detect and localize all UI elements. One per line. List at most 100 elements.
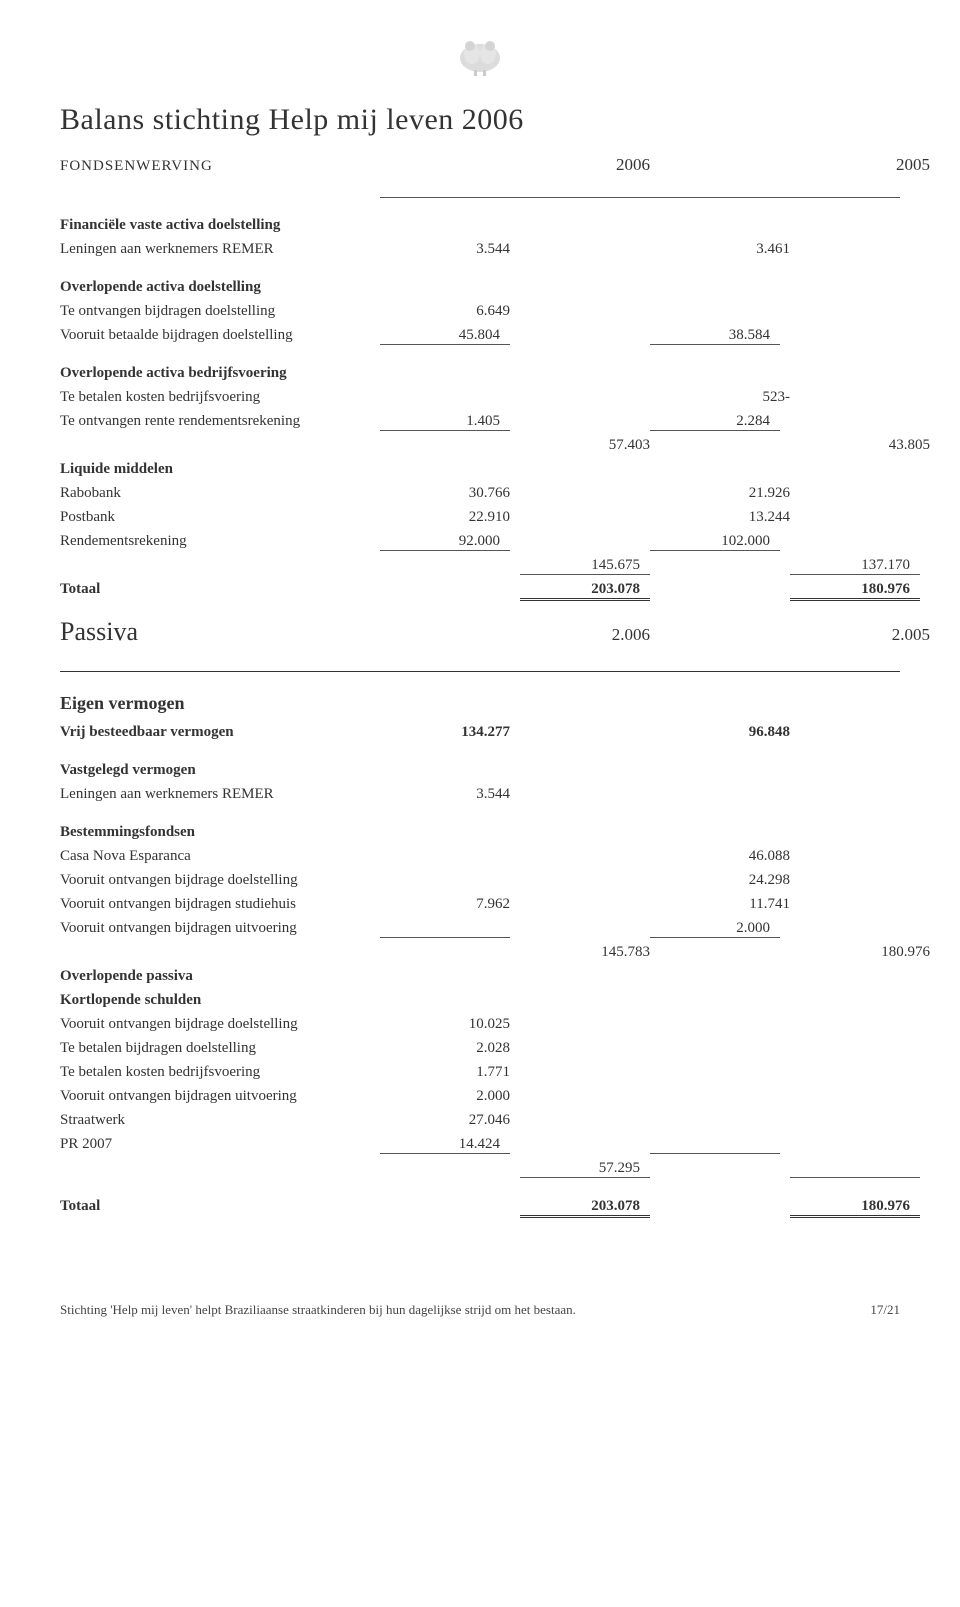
table-row: PR 2007 14.424	[60, 1136, 900, 1160]
row-label: Vooruit ontvangen bijdragen uitvoering	[60, 1088, 380, 1105]
row-label: Vooruit betaalde bijdragen doelstelling	[60, 327, 380, 344]
table-row: Leningen aan werknemers REMER 3.544	[60, 786, 900, 810]
table-row: Vooruit ontvangen bijdragen uitvoering 2…	[60, 1088, 900, 1112]
cell: 1.771	[380, 1064, 520, 1081]
totaal-row-2: Totaal 203.078 180.976	[60, 1198, 900, 1222]
cell: 46.088	[660, 848, 800, 865]
cell: 2.000	[650, 920, 780, 938]
table-row: Te ontvangen bijdragen doelstelling 6.64…	[60, 303, 900, 327]
header-year-2005: 2005	[800, 155, 940, 175]
cell	[650, 1136, 780, 1154]
row-label: Vooruit ontvangen bijdrage doelstelling	[60, 1016, 380, 1033]
section-vastgelegd-vermogen: Vastgelegd vermogen	[60, 762, 380, 779]
row-label: Vooruit ontvangen bijdragen studiehuis	[60, 896, 380, 913]
cell: 1.405	[380, 413, 510, 431]
passiva-header: Passiva 2.006 2.005	[60, 617, 900, 647]
row-label: Postbank	[60, 509, 380, 526]
cell: 10.025	[380, 1016, 520, 1033]
cell: 3.544	[380, 786, 520, 803]
row-label: Leningen aan werknemers REMER	[60, 786, 380, 803]
cell: 38.584	[650, 327, 780, 345]
row-label: Casa Nova Esparanca	[60, 848, 380, 865]
subtotal-row: 145.783 180.976	[60, 944, 900, 968]
page-footer: Stichting 'Help mij leven' helpt Brazili…	[0, 1302, 960, 1318]
cell: 27.046	[380, 1112, 520, 1129]
cell: 2.028	[380, 1040, 520, 1057]
footer-page-number: 17/21	[870, 1302, 900, 1318]
cell: 180.976	[790, 581, 920, 601]
section-overlopende-activa-bedr: Overlopende activa bedrijfsvoering	[60, 365, 380, 382]
row-label: Rendementsrekening	[60, 533, 380, 550]
eigen-vermogen-head: Eigen vermogen	[60, 693, 900, 714]
subtotal-row: 57.403 43.805	[60, 437, 900, 461]
cell: 3.461	[660, 241, 800, 258]
totaal-label: Totaal	[60, 581, 380, 598]
header-year-2006: 2006	[520, 155, 660, 175]
passiva-rule	[60, 653, 900, 677]
cell: 24.298	[660, 872, 800, 889]
table-row: Vooruit betaalde bijdragen doelstelling …	[60, 327, 900, 351]
logo-icon	[450, 30, 510, 78]
row-label: Te betalen bijdragen doelstelling	[60, 1040, 380, 1057]
row-label: Leningen aan werknemers REMER	[60, 241, 380, 258]
table-row: Te betalen kosten bedrijfsvoering 523-	[60, 389, 900, 413]
section-overlopende-passiva: Overlopende passiva	[60, 968, 380, 985]
table-row: Vooruit ontvangen bijdragen uitvoering 2…	[60, 920, 900, 944]
header-label: FONDSENWERVING	[60, 158, 380, 175]
table-row: Te ontvangen rente rendementsrekening 1.…	[60, 413, 900, 437]
cell: 45.804	[380, 327, 510, 345]
section-kortlopende-schulden: Kortlopende schulden	[60, 992, 380, 1009]
page-title: Balans stichting Help mij leven 2006	[60, 103, 900, 137]
section-bestemmingsfondsen: Bestemmingsfondsen	[60, 824, 380, 841]
cell: 3.544	[380, 241, 520, 258]
section-overlopende-activa-doel: Overlopende activa doelstelling	[60, 279, 380, 296]
page-content: Balans stichting Help mij leven 2006 FON…	[0, 0, 960, 1242]
cell: 92.000	[380, 533, 510, 551]
row-label: Straatwerk	[60, 1112, 380, 1129]
table-row: Leningen aan werknemers REMER 3.544 3.46…	[60, 241, 900, 265]
subtotal-row: 57.295	[60, 1160, 900, 1184]
table-row: Te betalen kosten bedrijfsvoering 1.771	[60, 1064, 900, 1088]
cell: 180.976	[800, 944, 940, 961]
cell: 43.805	[800, 437, 940, 454]
cell: 11.741	[660, 896, 800, 913]
cell: 7.962	[380, 896, 520, 913]
section-fin-vaste-activa: Financiële vaste activa doelstelling	[60, 217, 380, 234]
cell: 134.277	[380, 724, 520, 741]
row-label: Te ontvangen bijdragen doelstelling	[60, 303, 380, 320]
table-row: Postbank 22.910 13.244	[60, 509, 900, 533]
cell: 203.078	[520, 1198, 650, 1218]
footer-message: Stichting 'Help mij leven' helpt Brazili…	[60, 1302, 576, 1318]
table-row: Straatwerk 27.046	[60, 1112, 900, 1136]
section-liquide-middelen: Liquide middelen	[60, 461, 380, 478]
passiva-year-2005: 2.005	[800, 625, 940, 645]
header-rule	[60, 179, 900, 203]
cell: 57.403	[520, 437, 660, 454]
row-label: Te betalen kosten bedrijfsvoering	[60, 389, 380, 406]
row-label: Te ontvangen rente rendementsrekening	[60, 413, 380, 430]
row-label: Rabobank	[60, 485, 380, 502]
table-row: Vooruit ontvangen bijdrage doelstelling …	[60, 1016, 900, 1040]
row-label: PR 2007	[60, 1136, 380, 1153]
cell: 57.295	[520, 1160, 650, 1178]
cell: 180.976	[790, 1198, 920, 1218]
header-row: FONDSENWERVING 2006 2005	[60, 155, 900, 179]
passiva-label: Passiva	[60, 617, 380, 647]
table-row: Casa Nova Esparanca 46.088	[60, 848, 900, 872]
table-row: Vooruit ontvangen bijdrage doelstelling …	[60, 872, 900, 896]
table-row: Vrij besteedbaar vermogen 134.277 96.848	[60, 724, 900, 748]
page-logo	[60, 30, 900, 83]
cell: 203.078	[520, 581, 650, 601]
cell: 2.284	[650, 413, 780, 431]
cell: 145.675	[520, 557, 650, 575]
table-row: Rendementsrekening 92.000 102.000	[60, 533, 900, 557]
cell	[790, 1160, 920, 1178]
cell: 22.910	[380, 509, 520, 526]
cell: 137.170	[790, 557, 920, 575]
cell: 6.649	[380, 303, 520, 320]
row-label: Vrij besteedbaar vermogen	[60, 724, 380, 741]
cell: 14.424	[380, 1136, 510, 1154]
subtotal-row: 145.675 137.170	[60, 557, 900, 581]
table-row: Rabobank 30.766 21.926	[60, 485, 900, 509]
cell: 13.244	[660, 509, 800, 526]
